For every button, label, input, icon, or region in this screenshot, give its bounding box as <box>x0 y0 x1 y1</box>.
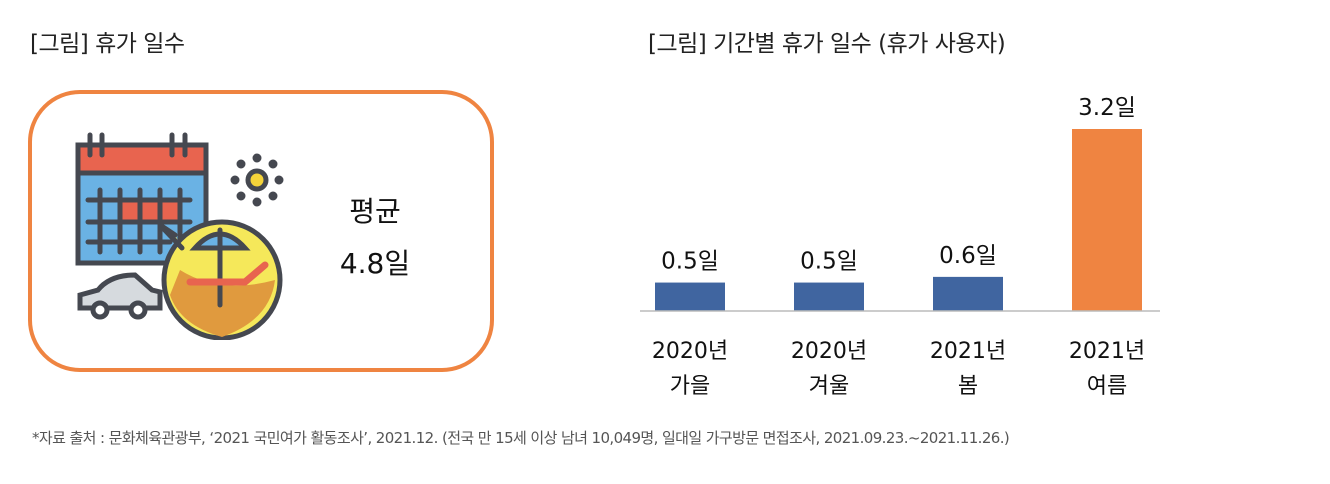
data-label: 0.5일 <box>800 249 858 275</box>
x-tick-label: 겨울 <box>809 374 849 399</box>
source-footnote: *자료 출처 : 문화체육관광부, ‘2021 국민여가 활동조사’, 2021… <box>32 429 1010 447</box>
data-label: 0.5일 <box>661 249 719 275</box>
chart-title: [그림] 기간별 휴가 일수 (휴가 사용자) <box>648 31 1006 57</box>
data-label: 3.2일 <box>1078 95 1136 121</box>
x-tick-label: 봄 <box>958 374 978 399</box>
bar <box>1072 129 1142 311</box>
left-figure-title: [그림] 휴가 일수 <box>30 31 185 57</box>
data-label: 0.6일 <box>939 243 997 269</box>
average-vacation-card <box>28 90 494 372</box>
x-tick-label: 여름 <box>1087 374 1127 399</box>
average-label: 평균 <box>349 195 401 228</box>
x-tick-label: 가을 <box>670 374 710 399</box>
vacation-calendar-icon <box>75 132 284 340</box>
x-tick-label: 2020년 <box>791 339 867 364</box>
bar <box>933 276 1003 311</box>
x-tick-label: 2020년 <box>652 339 728 364</box>
average-value: 4.8일 <box>339 247 411 280</box>
x-tick-label: 2021년 <box>1069 339 1145 364</box>
x-tick-label: 2021년 <box>930 339 1006 364</box>
bar <box>794 282 864 311</box>
bar <box>655 282 725 311</box>
